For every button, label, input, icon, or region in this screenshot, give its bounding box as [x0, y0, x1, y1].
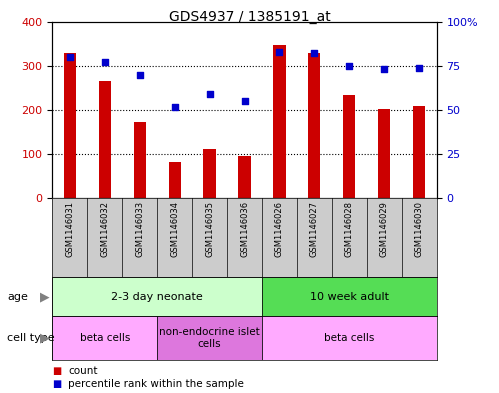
Text: GSM1146032: GSM1146032 — [100, 201, 109, 257]
Bar — [308, 53, 320, 198]
Point — [136, 72, 144, 78]
Text: ■: ■ — [52, 366, 62, 376]
Text: non-endocrine islet
cells: non-endocrine islet cells — [159, 327, 260, 349]
Point — [380, 66, 388, 72]
Text: GSM1146031: GSM1146031 — [65, 201, 74, 257]
Point — [310, 50, 318, 57]
Text: GSM1146030: GSM1146030 — [415, 201, 424, 257]
Text: GSM1146026: GSM1146026 — [275, 201, 284, 257]
Bar — [99, 81, 111, 198]
Bar — [52, 316, 157, 360]
Bar — [157, 316, 262, 360]
Text: GSM1146029: GSM1146029 — [380, 201, 389, 257]
Text: 10 week adult: 10 week adult — [310, 292, 389, 302]
Text: GSM1146028: GSM1146028 — [345, 201, 354, 257]
Bar — [262, 316, 437, 360]
Text: ▶: ▶ — [40, 290, 50, 303]
Bar — [134, 122, 146, 198]
Point — [206, 91, 214, 97]
Point — [241, 98, 249, 104]
Bar — [343, 95, 355, 198]
Point — [66, 54, 74, 60]
Bar — [413, 106, 425, 198]
Text: GSM1146035: GSM1146035 — [205, 201, 214, 257]
Text: beta cells: beta cells — [324, 333, 374, 343]
Bar — [64, 53, 76, 198]
Text: GDS4937 / 1385191_at: GDS4937 / 1385191_at — [169, 10, 330, 24]
Text: beta cells: beta cells — [80, 333, 130, 343]
Text: ▶: ▶ — [40, 331, 50, 345]
Point — [171, 103, 179, 110]
Text: age: age — [7, 292, 28, 302]
Bar — [52, 277, 262, 316]
Text: percentile rank within the sample: percentile rank within the sample — [68, 379, 244, 389]
Text: GSM1146036: GSM1146036 — [240, 201, 249, 257]
Text: GSM1146027: GSM1146027 — [310, 201, 319, 257]
Text: ■: ■ — [52, 379, 62, 389]
Bar — [378, 109, 390, 198]
Bar — [204, 149, 216, 198]
Text: 2-3 day neonate: 2-3 day neonate — [111, 292, 203, 302]
Bar — [169, 162, 181, 198]
Text: GSM1146034: GSM1146034 — [170, 201, 179, 257]
Bar — [239, 156, 250, 198]
Point — [345, 62, 353, 69]
Bar — [262, 277, 437, 316]
Point — [275, 48, 283, 55]
Text: cell type: cell type — [7, 333, 55, 343]
Text: GSM1146033: GSM1146033 — [135, 201, 144, 257]
Point — [101, 59, 109, 65]
Bar — [273, 44, 285, 198]
Text: count: count — [68, 366, 98, 376]
Point — [415, 64, 423, 71]
